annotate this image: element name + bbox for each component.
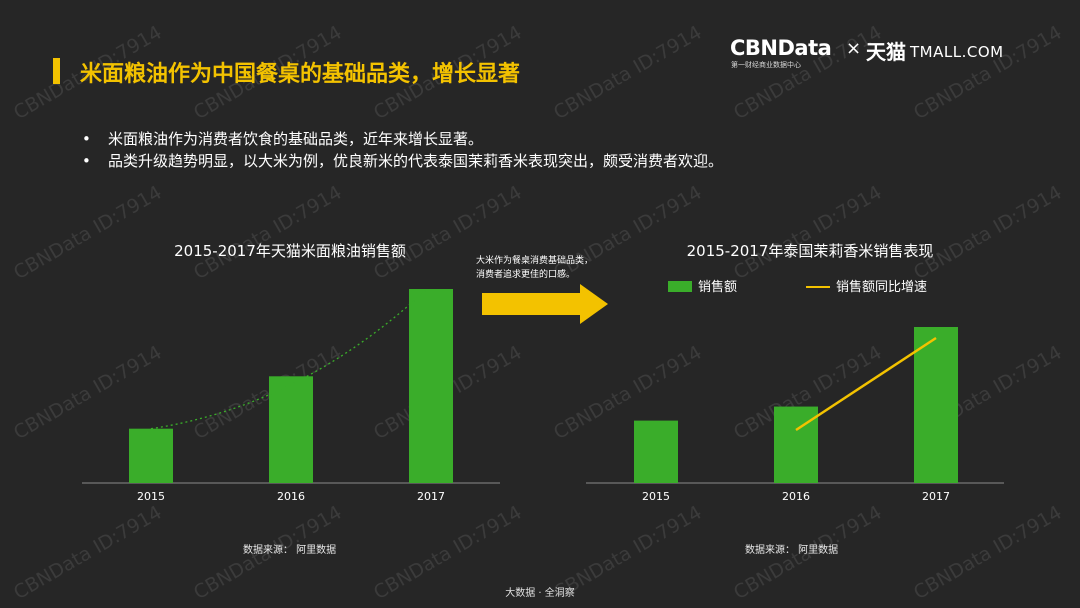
legend-label-growth: 销售额同比增速 (836, 279, 927, 295)
arrow-note-line1: 大米作为餐桌消费基础品类， (476, 256, 594, 266)
legend-label-sales: 销售额 (698, 279, 737, 295)
legend-swatch-sales (668, 281, 692, 292)
logo-brand: CBNData (730, 36, 832, 60)
bullet-list: 米面粮油作为消费者饮食的基础品类，近年来增长显著。 品类升级趋势明显，以大米为例… (82, 128, 723, 172)
series-line-growth (795, 336, 937, 432)
bar-2017 (914, 327, 958, 483)
left-source-note: 数据来源： 阿里数据 (243, 545, 337, 556)
bullet-item: 米面粮油作为消费者饮食的基础品类，近年来增长显著。 (82, 128, 723, 150)
bar-2015 (634, 420, 678, 483)
x-tick-label: 2015 (137, 490, 165, 503)
logo-partner-en: TMALL.COM (910, 43, 1004, 61)
x-tick-label: 2015 (642, 490, 670, 503)
logo-times: × (846, 38, 862, 59)
bullet-item: 品类升级趋势明显，以大米为例，优良新米的代表泰国茉莉香米表现突出，颇受消费者欢迎… (82, 150, 723, 172)
x-tick-label: 2017 (922, 490, 950, 503)
arrow-note-line2: 消费者追求更佳的口感。 (476, 270, 576, 280)
page-title: 米面粮油作为中国餐桌的基础品类，增长显著 (80, 62, 521, 87)
bar-2017 (409, 289, 453, 483)
right-source-note: 数据来源： 阿里数据 (745, 545, 839, 556)
arrow-icon (482, 284, 608, 324)
arrow-note: 大米作为餐桌消费基础品类， 消费者追求更佳的口感。 (476, 254, 636, 282)
right-chart-title: 2015-2017年泰国茉莉香米销售表现 (686, 242, 934, 260)
bar-2016 (774, 406, 818, 483)
bar-2015 (129, 428, 173, 483)
footer-slogan: 大数据 · 全洞察 (505, 588, 575, 599)
trend-line (150, 288, 428, 430)
bar-2016 (269, 376, 313, 483)
x-tick-label: 2016 (277, 490, 305, 503)
logo-tagline: 第一财经商业数据中心 (731, 61, 801, 69)
left-chart-title: 2015-2017年天猫米面粮油销售额 (174, 242, 406, 260)
x-tick-label: 2016 (782, 490, 810, 503)
x-tick-label: 2017 (417, 490, 445, 503)
title-accent-bar (53, 58, 60, 84)
brand-logo: CBNData 第一财经商业数据中心 × 天猫 TMALL.COM (730, 36, 1020, 76)
logo-partner-cn: 天猫 (866, 40, 906, 64)
